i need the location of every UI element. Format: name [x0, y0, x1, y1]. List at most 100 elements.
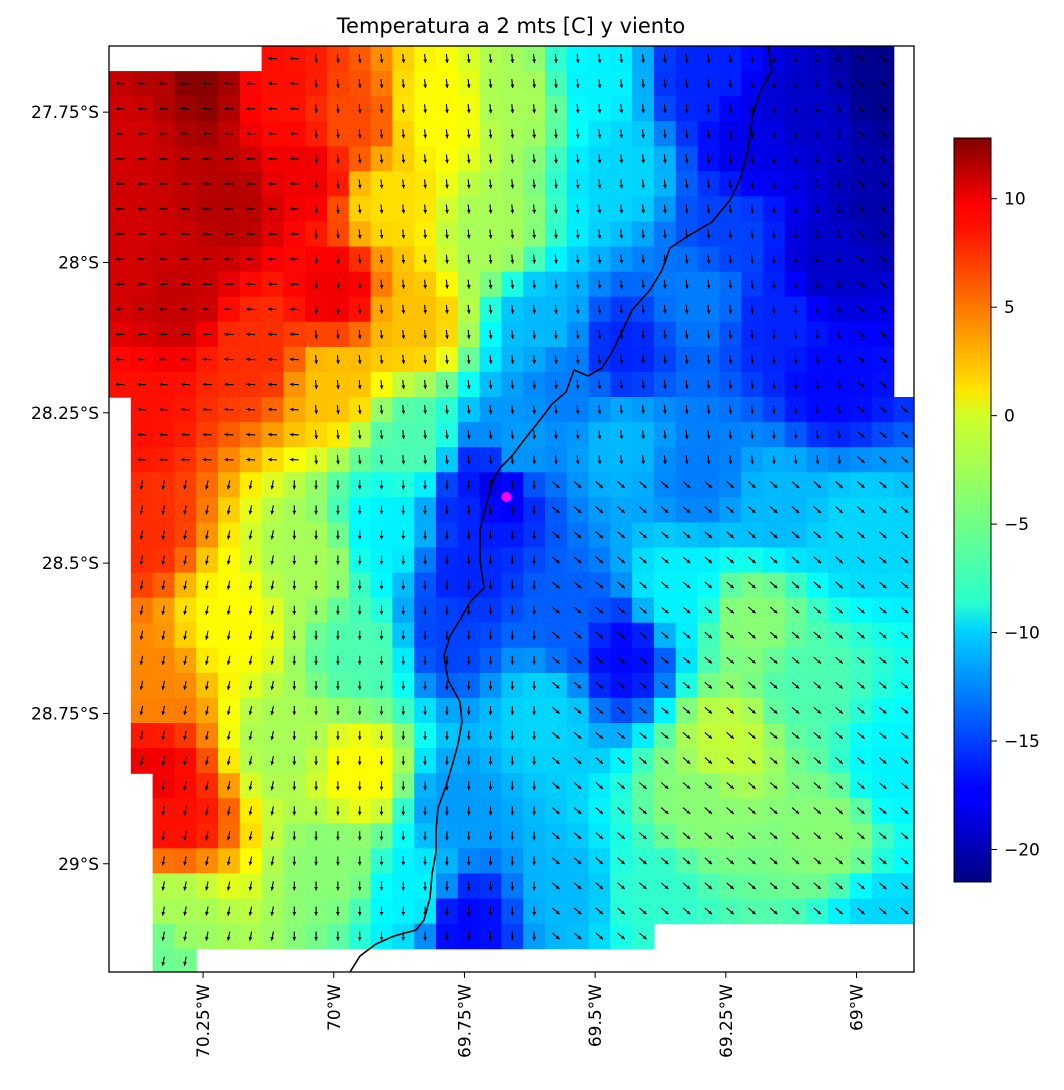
wind-arrow-head: [773, 760, 778, 764]
wind-arrow-head: [555, 885, 560, 890]
wind-arrow-head: [314, 761, 318, 766]
wind-arrow-head: [773, 910, 778, 915]
wind-arrow-head: [597, 385, 602, 389]
wind-arrow-head: [292, 786, 297, 791]
wind-arrow-head: [684, 360, 689, 364]
wind-arrow-head: [686, 760, 691, 764]
wind-arrow-head: [183, 585, 187, 590]
wind-arrow-head: [444, 861, 449, 866]
wind-arrow-head: [708, 559, 712, 564]
wind-arrow-head: [336, 736, 340, 740]
wind-arrow-head: [795, 860, 800, 865]
wind-arrow-head: [837, 259, 842, 264]
wind-arrow-head: [445, 209, 449, 214]
wind-arrow-head: [686, 484, 691, 488]
wind-arrow-head: [161, 936, 166, 941]
wind-arrow-head: [401, 836, 406, 841]
wind-arrow-head: [161, 836, 166, 841]
wind-arrow-head: [445, 360, 449, 364]
wind-arrow-head: [379, 259, 384, 264]
wind-arrow-head: [642, 709, 647, 714]
wind-arrow-head: [401, 510, 406, 515]
wind-arrow-head: [708, 609, 712, 614]
wind-arrow-head: [817, 634, 821, 639]
wind-arrow-head: [772, 360, 776, 364]
wind-arrow-head: [708, 659, 712, 664]
wind-arrow-head: [180, 307, 185, 312]
wind-arrow-head: [292, 611, 297, 615]
wind-arrow-head: [314, 836, 318, 841]
wind-arrow-head: [772, 385, 776, 389]
wind-arrow-head: [444, 611, 449, 615]
wind-arrow-head: [837, 184, 842, 189]
wind-arrow-head: [289, 332, 294, 337]
wind-arrow-head: [773, 785, 778, 789]
wind-arrow-head: [205, 811, 209, 816]
wind-arrow-head: [314, 360, 319, 364]
wind-arrow-head: [445, 109, 449, 114]
wind-arrow-head: [314, 736, 318, 740]
wind-arrow-head: [488, 209, 493, 214]
wind-arrow-head: [423, 234, 428, 239]
wind-arrow-head: [751, 684, 756, 689]
wind-arrow-head: [793, 285, 798, 289]
wind-arrow-head: [904, 910, 909, 915]
wind-arrow-head: [838, 910, 843, 915]
wind-arrow-head: [510, 611, 515, 615]
wind-arrow-head: [202, 106, 207, 111]
wind-arrow-head: [837, 109, 842, 114]
wind-arrow-head: [686, 559, 691, 564]
wind-arrow-head: [510, 59, 515, 63]
wind-arrow-head: [401, 937, 406, 941]
wind-arrow-head: [751, 584, 756, 589]
wind-arrow-head: [445, 435, 449, 440]
wind-arrow-head: [357, 937, 362, 941]
wind-arrow-head: [292, 661, 297, 665]
wind-arrow-head: [663, 184, 667, 189]
wind-arrow-head: [773, 810, 778, 814]
wind-arrow-head: [270, 610, 275, 615]
wind-arrow-head: [532, 836, 536, 841]
wind-arrow-head: [510, 811, 515, 816]
wind-arrow-head: [837, 59, 842, 63]
wind-arrow-head: [642, 785, 647, 789]
wind-arrow-head: [532, 84, 537, 89]
wind-arrow-head: [357, 711, 362, 715]
wind-arrow-head: [619, 410, 624, 415]
wind-arrow-head: [554, 159, 558, 164]
wind-arrow-head: [205, 610, 209, 615]
wind-arrow-head: [599, 484, 603, 488]
wind-arrow-head: [904, 860, 909, 865]
wind-arrow-head: [619, 84, 624, 89]
temperature-cell: [893, 723, 914, 749]
wind-arrow-head: [401, 209, 406, 214]
wind-arrow-head: [555, 760, 560, 764]
wind-arrow-head: [401, 887, 406, 891]
wind-arrow-head: [226, 861, 231, 866]
wind-arrow-head: [268, 156, 272, 161]
wind-arrow-head: [161, 686, 166, 690]
wind-arrow-head: [444, 485, 449, 490]
wind-arrow-head: [510, 159, 515, 164]
wind-arrow-head: [159, 407, 163, 412]
wind-arrow-head: [817, 584, 821, 589]
wind-arrow-head: [793, 259, 798, 264]
temperature-cell: [893, 497, 914, 523]
wind-arrow-head: [750, 184, 754, 189]
wind-arrow-head: [773, 634, 778, 639]
wind-arrow-head: [729, 584, 734, 589]
wind-arrow-head: [706, 184, 711, 189]
wind-arrow-head: [357, 761, 362, 766]
wind-arrow-head: [706, 134, 711, 139]
wind-arrow-head: [488, 836, 493, 841]
wind-arrow-head: [751, 634, 756, 639]
plot-frame: [108, 45, 915, 973]
wind-arrow-head: [466, 611, 471, 615]
wind-arrow-head: [532, 711, 536, 715]
wind-arrow-head: [248, 911, 253, 916]
wind-arrow-head: [268, 307, 272, 312]
wind-arrow-head: [793, 84, 798, 89]
wind-arrow-head: [224, 307, 228, 312]
wind-arrow-head: [336, 686, 340, 690]
